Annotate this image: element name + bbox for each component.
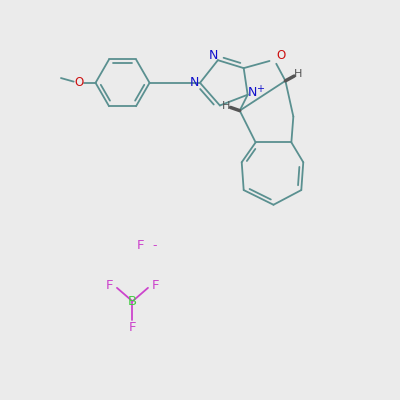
Text: H: H [222,101,230,111]
Text: -: - [152,239,156,252]
Text: F: F [106,279,114,292]
Text: N: N [190,76,200,89]
Text: F: F [151,279,159,292]
Text: O: O [74,76,84,89]
Text: N: N [248,86,258,99]
Text: F: F [129,321,136,334]
Text: B: B [128,295,137,308]
Text: H: H [294,69,302,79]
Text: N: N [208,49,218,62]
Text: +: + [256,84,264,94]
Text: O: O [276,49,285,62]
Text: F: F [137,239,144,252]
